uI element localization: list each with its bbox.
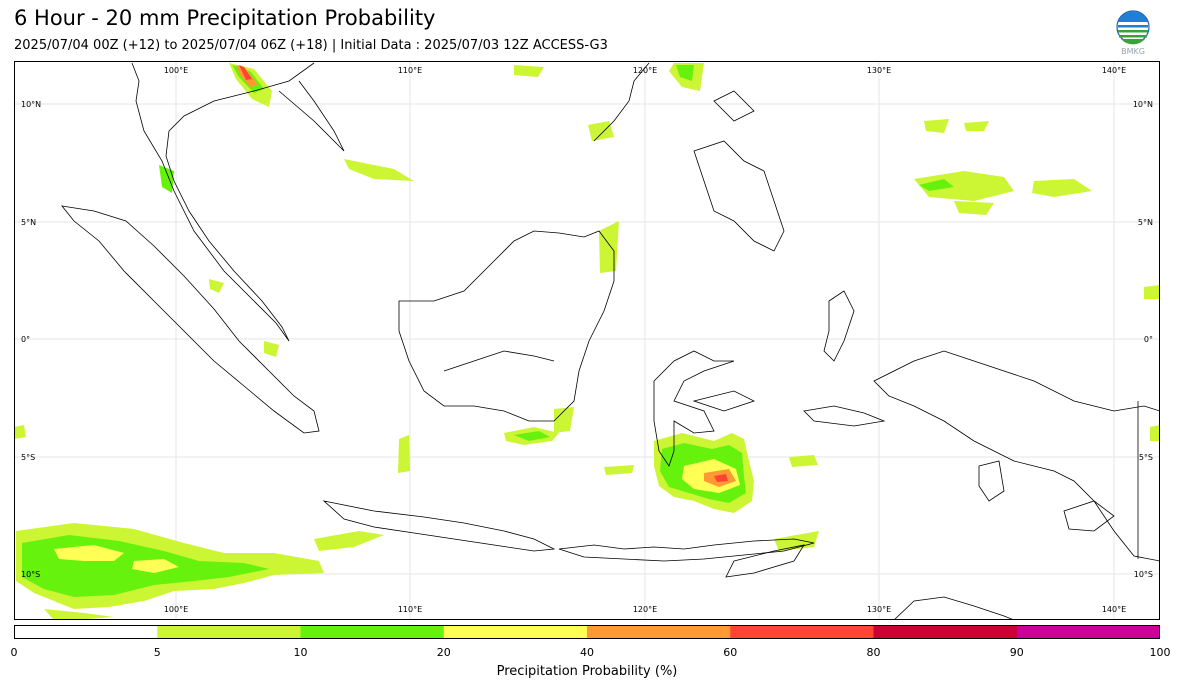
lat-label-left: 10°S bbox=[21, 570, 40, 579]
colorbar-tick-label: 60 bbox=[723, 646, 738, 659]
colorbar-tick-label: 20 bbox=[436, 646, 451, 659]
chart-title: 6 Hour - 20 mm Precipitation Probability bbox=[14, 6, 436, 30]
lat-labels-left: 10°N 5°N 0° 5°S 10°S bbox=[21, 100, 41, 579]
colorbar-segment bbox=[730, 625, 874, 639]
colorbar-border bbox=[14, 625, 1160, 639]
colorbar-label: Precipitation Probability (%) bbox=[496, 664, 678, 679]
chart-subtitle: 2025/07/04 00Z (+12) to 2025/07/04 06Z (… bbox=[14, 38, 608, 53]
lat-label-right: 5°S bbox=[1139, 453, 1153, 462]
colorbar-tick-label: 40 bbox=[580, 646, 594, 659]
colorbar-tick-label: 10 bbox=[293, 646, 308, 659]
lon-label-top: 140°E bbox=[1102, 66, 1126, 75]
lon-label-top: 110°E bbox=[398, 66, 422, 75]
colorbar bbox=[14, 624, 1161, 639]
lat-label-right: 0° bbox=[1144, 335, 1153, 344]
lat-label-right: 10°N bbox=[1133, 100, 1153, 109]
map-gridlines bbox=[14, 61, 1160, 620]
lat-label-right: 5°N bbox=[1138, 218, 1153, 227]
lat-label-left: 10°N bbox=[21, 100, 41, 109]
map-panel: 100°E 110°E 120°E 130°E 140°E 100°E 110°… bbox=[14, 61, 1160, 620]
colorbar-tick-label: 5 bbox=[153, 646, 161, 659]
lon-label-top: 130°E bbox=[867, 66, 891, 75]
colorbar-tick-label: 100 bbox=[1149, 646, 1171, 659]
lon-labels-top: 100°E 110°E 120°E 130°E 140°E bbox=[164, 66, 1126, 75]
colorbar-segment bbox=[587, 625, 731, 639]
colorbar-segment bbox=[443, 625, 588, 639]
colorbar-segment bbox=[1016, 625, 1161, 639]
lon-label-bottom: 140°E bbox=[1102, 605, 1126, 614]
colorbar-segment bbox=[157, 625, 301, 639]
coastlines bbox=[61, 62, 1160, 620]
colorbar-segment bbox=[300, 625, 445, 639]
lon-labels-bottom: 100°E 110°E 120°E 130°E 140°E bbox=[164, 605, 1126, 614]
colorbar-tick-label: 80 bbox=[866, 646, 881, 659]
lat-label-right: 10°S bbox=[1134, 570, 1153, 579]
colorbar-segment bbox=[873, 625, 1018, 639]
lat-label-left: 0° bbox=[21, 335, 30, 344]
lat-label-left: 5°N bbox=[21, 218, 36, 227]
lon-label-bottom: 130°E bbox=[867, 605, 891, 614]
lon-label-top: 100°E bbox=[164, 66, 188, 75]
precip-areas bbox=[14, 63, 1160, 620]
lon-label-bottom: 110°E bbox=[398, 605, 422, 614]
logo-text: BMKG bbox=[1121, 47, 1145, 56]
colorbar-tick-label: 90 bbox=[1009, 646, 1024, 659]
lon-label-bottom: 100°E bbox=[164, 605, 188, 614]
bmkg-logo: BMKG bbox=[1114, 10, 1152, 56]
lon-label-top: 120°E bbox=[633, 66, 657, 75]
lat-label-left: 5°S bbox=[21, 453, 35, 462]
lat-labels-right: 10°N 5°N 0° 5°S 10°S bbox=[1133, 100, 1153, 579]
map-border bbox=[14, 61, 1160, 620]
colorbar-segment bbox=[14, 625, 158, 639]
colorbar-tick-label: 0 bbox=[10, 646, 18, 659]
lon-label-bottom: 120°E bbox=[633, 605, 657, 614]
